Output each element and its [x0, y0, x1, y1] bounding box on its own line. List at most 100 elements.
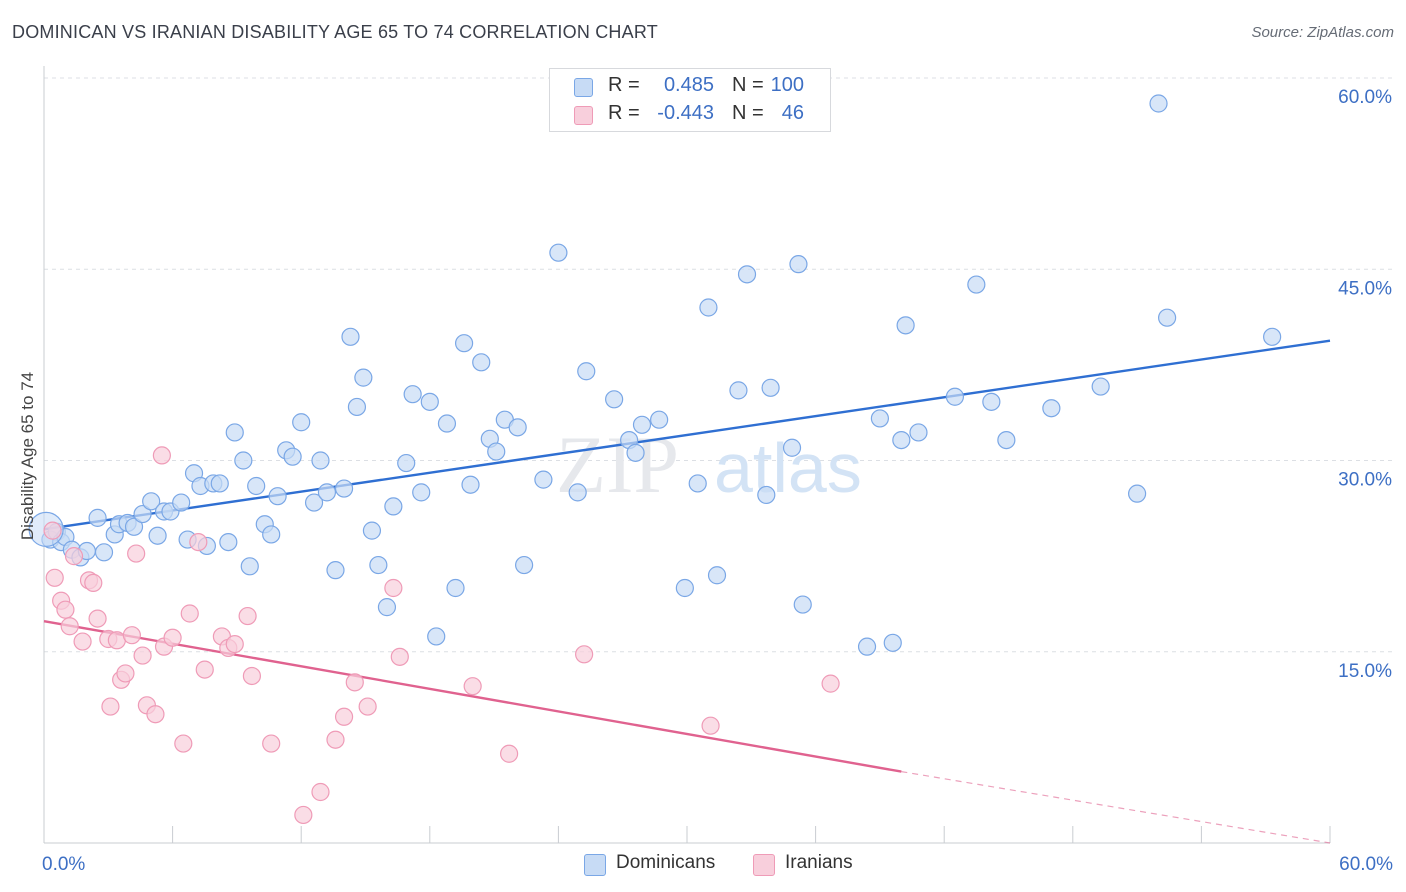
data-point	[982, 392, 1001, 411]
y-tick-label: 60.0%	[1338, 87, 1392, 108]
stats-legend: R = 0.485 N = 100 R = -0.443 N = 46	[549, 68, 831, 132]
data-point	[334, 479, 354, 498]
data-point	[124, 517, 144, 536]
data-point	[148, 526, 167, 545]
trend-line-iranians	[43, 619, 902, 773]
data-point	[650, 410, 669, 429]
legend-n-label: N =	[732, 102, 764, 124]
legend-r-value: -0.443	[657, 102, 714, 124]
data-point	[534, 470, 553, 489]
y-tick-label: 30.0%	[1338, 470, 1392, 491]
legend-label-iranians: Iranians	[785, 852, 853, 873]
data-point	[575, 645, 594, 664]
legend-r-label: R =	[608, 74, 640, 96]
data-point	[180, 604, 199, 623]
data-point	[454, 334, 474, 353]
data-point	[1042, 399, 1061, 418]
data-point	[757, 485, 776, 505]
data-point	[397, 453, 416, 473]
data-point	[64, 547, 84, 566]
data-point	[427, 627, 446, 646]
legend-r-value: 0.485	[663, 74, 714, 96]
data-point	[369, 555, 388, 575]
y-tick-label: 15.0%	[1338, 661, 1392, 682]
data-point	[896, 316, 915, 335]
data-point	[142, 492, 161, 511]
data-point	[88, 508, 107, 527]
data-point	[1127, 484, 1147, 503]
data-point	[247, 476, 266, 496]
data-point	[189, 532, 208, 552]
data-point	[883, 633, 902, 652]
data-point	[500, 744, 519, 763]
data-point	[737, 265, 757, 284]
trend-line-dominicans	[43, 339, 1331, 531]
data-point	[699, 298, 718, 317]
data-point	[358, 697, 377, 716]
data-point	[268, 487, 287, 506]
data-point	[311, 451, 330, 470]
legend-label-dominicans: Dominicans	[616, 852, 716, 873]
data-point	[515, 555, 534, 575]
data-point	[463, 677, 482, 696]
legend-n-label: N =	[732, 74, 764, 96]
data-point	[262, 734, 281, 753]
data-point	[997, 431, 1016, 450]
data-point	[242, 666, 262, 686]
data-point	[626, 443, 645, 462]
data-point	[172, 493, 191, 512]
data-point	[446, 578, 465, 598]
legend-swatch-dominicans	[574, 78, 593, 97]
data-point	[821, 674, 840, 693]
data-point	[729, 381, 748, 400]
data-point	[43, 521, 62, 540]
data-point	[568, 483, 587, 502]
data-point	[317, 483, 337, 502]
data-point	[334, 707, 354, 726]
data-point	[240, 557, 259, 576]
data-point	[234, 451, 253, 470]
data-point	[283, 447, 302, 466]
data-point	[632, 415, 652, 434]
data-point	[101, 697, 120, 716]
data-point	[1158, 308, 1177, 327]
legend-n-value: 46	[781, 102, 804, 124]
data-point	[195, 660, 214, 679]
series-dominicans	[28, 94, 1282, 656]
y-axis-label: Disability Age 65 to 74	[18, 372, 37, 540]
axis-layer	[43, 66, 1331, 844]
data-point	[345, 673, 364, 692]
data-point	[225, 423, 244, 442]
legend-swatch-iranians	[753, 854, 775, 876]
legend-n-value: 100	[770, 74, 804, 96]
data-point	[782, 438, 802, 457]
data-point	[1149, 94, 1168, 113]
data-point	[116, 664, 135, 683]
watermark: ZIP atlas	[556, 419, 862, 510]
data-point	[294, 805, 313, 825]
data-point	[354, 368, 373, 387]
legend-swatch-dominicans	[584, 854, 606, 876]
data-point	[304, 493, 324, 512]
chart-title: DOMINICAN VS IRANIAN DISABILITY AGE 65 T…	[12, 22, 658, 42]
data-point	[789, 255, 808, 274]
x-tick-label: 60.0%	[1339, 854, 1393, 875]
data-point	[857, 637, 877, 656]
trend-lines	[43, 339, 1331, 844]
data-point	[133, 646, 152, 665]
data-point	[472, 353, 491, 372]
legend-swatch-iranians	[574, 106, 593, 125]
data-point	[174, 734, 193, 753]
data-point	[133, 504, 152, 524]
data-point	[967, 275, 986, 294]
data-point	[88, 609, 107, 628]
data-point	[384, 497, 403, 516]
data-point	[219, 532, 238, 552]
data-point	[146, 705, 165, 724]
data-point	[403, 385, 422, 404]
data-point	[390, 647, 409, 666]
data-point	[870, 409, 890, 428]
data-point	[688, 474, 707, 493]
data-point	[238, 606, 257, 626]
legend-row-iranians: R = -0.443 N = 46	[550, 99, 830, 129]
